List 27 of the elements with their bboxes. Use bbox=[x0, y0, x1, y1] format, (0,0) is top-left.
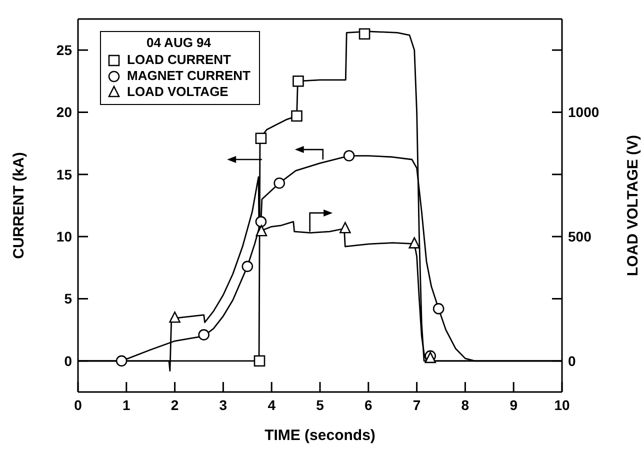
x-tick-label: 1 bbox=[122, 396, 130, 413]
x-axis-title: TIME (seconds) bbox=[264, 427, 376, 444]
y2-tick-label: 0 bbox=[568, 352, 576, 369]
x-tick-label: 8 bbox=[461, 396, 470, 413]
y2-tick-label: 500 bbox=[568, 228, 592, 245]
legend-label: LOAD CURRENT bbox=[127, 52, 231, 68]
x-tick-label: 7 bbox=[412, 396, 421, 413]
y2-tick-label: 1000 bbox=[568, 104, 600, 120]
y-tick-label: 25 bbox=[56, 42, 72, 58]
legend-title: 04 AUG 94 bbox=[145, 35, 212, 50]
y2-axis-title: LOAD VOLTAGE (V) bbox=[624, 134, 642, 276]
y-tick-label: 0 bbox=[64, 352, 72, 369]
x-tick-label: 9 bbox=[510, 396, 518, 413]
x-tick-label: 3 bbox=[219, 396, 228, 413]
x-tick-label: 10 bbox=[554, 396, 570, 413]
y-tick-label: 20 bbox=[56, 104, 72, 120]
legend-label: LOAD VOLTAGE bbox=[127, 84, 228, 100]
x-tick-label: 5 bbox=[316, 396, 324, 413]
x-tick-label: 0 bbox=[74, 396, 82, 413]
x-tick-label: 6 bbox=[364, 396, 372, 413]
y-axis-title: CURRENT (kA) bbox=[10, 152, 28, 259]
x-tick-label: 2 bbox=[170, 396, 179, 413]
legend-label: MAGNET CURRENT bbox=[127, 68, 250, 84]
x-tick-label: 4 bbox=[268, 396, 276, 413]
y-tick-label: 10 bbox=[56, 228, 72, 245]
y-tick-label: 5 bbox=[64, 290, 72, 307]
y-tick-label: 15 bbox=[56, 166, 72, 182]
